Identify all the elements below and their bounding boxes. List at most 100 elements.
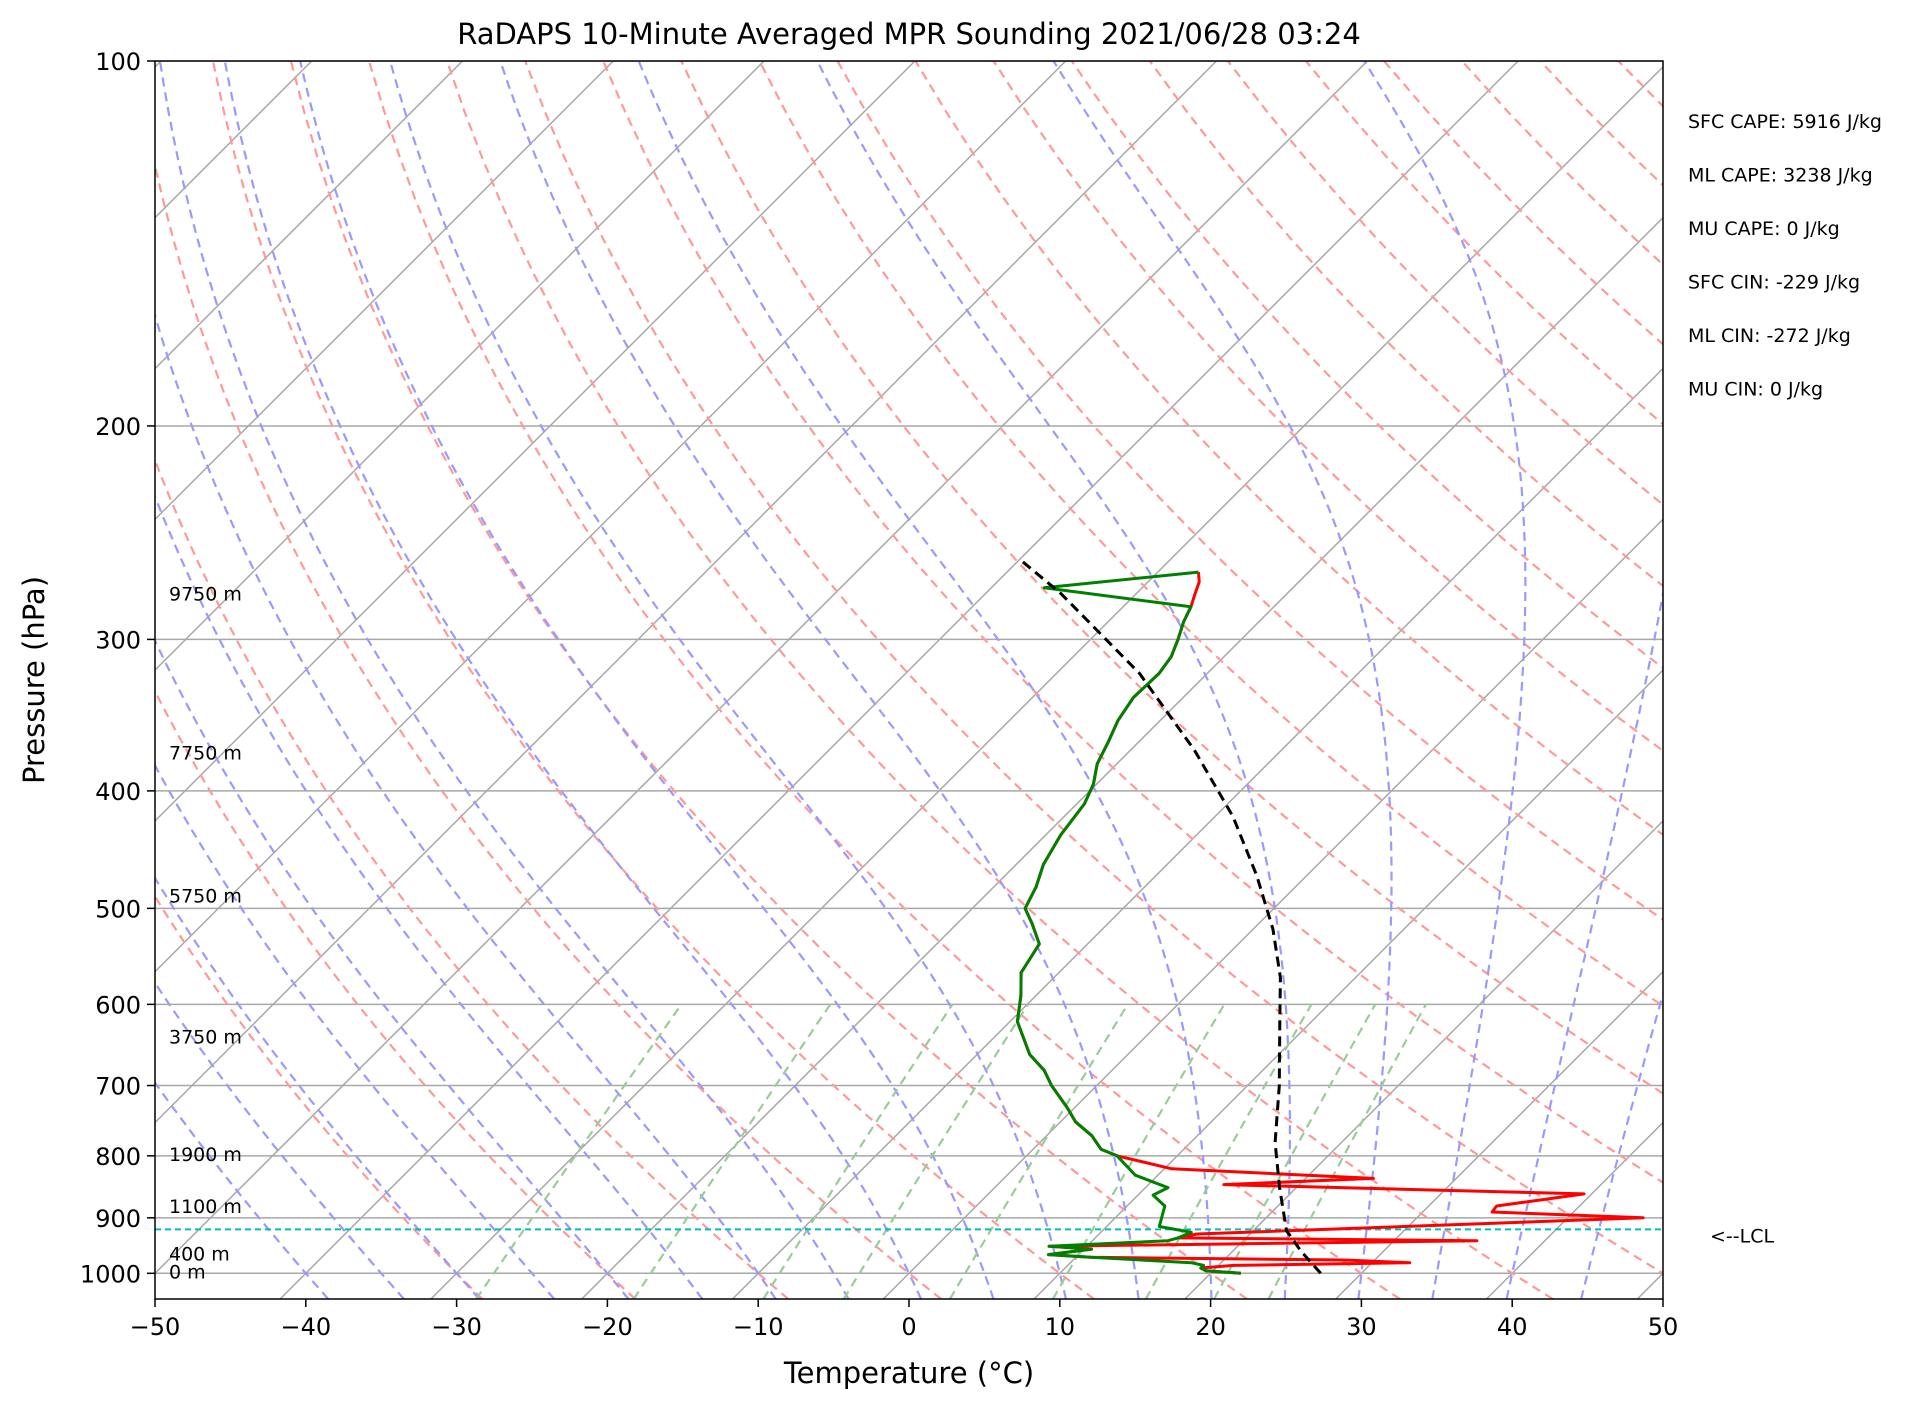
moist-adiabat-line: [499, 61, 1140, 1299]
height-label: 0 m: [169, 1262, 206, 1284]
x-tick-label: 10: [1045, 1313, 1076, 1341]
dry-adiabat-line: [1305, 61, 1663, 426]
mixing-ratio-line: [475, 1003, 683, 1299]
y-tick-label: 600: [95, 991, 141, 1019]
x-tick-label: −50: [130, 1313, 181, 1341]
x-tick-label: 20: [1195, 1313, 1226, 1341]
isotherm-gridline: [1485, 1121, 1663, 1299]
stat-text: MU CAPE: 0 J/kg: [1688, 218, 1840, 240]
moist-adiabat-line: [155, 763, 556, 1299]
moist-adiabat-line: [155, 311, 777, 1299]
moist-adiabat-line: [299, 61, 995, 1299]
dry-adiabat-line: [155, 161, 942, 1299]
stat-text: ML CAPE: 3238 J/kg: [1688, 165, 1873, 187]
stat-text: ML CIN: -272 J/kg: [1688, 325, 1851, 347]
dry-adiabat-line: [1461, 61, 1663, 267]
temperature-line: [1015, 571, 1645, 1275]
dry-adiabat-line: [602, 61, 1663, 1184]
y-tick-label: 700: [95, 1073, 141, 1101]
moist-adiabat-line: [1363, 61, 1527, 1299]
mixing-ratio-line: [632, 1003, 832, 1299]
isotherm-gridline: [155, 61, 614, 521]
plot-grid: [0, 61, 1663, 1299]
height-label: 9750 m: [169, 584, 242, 606]
dry-adiabat-line: [367, 61, 1401, 1299]
y-tick-label: 400: [95, 778, 141, 806]
height-label: 400 m: [169, 1243, 230, 1265]
moist-adiabat-line: [223, 61, 923, 1299]
height-label: 1900 m: [169, 1144, 242, 1166]
y-tick-label: 900: [95, 1205, 141, 1233]
moist-adiabat-line: [155, 638, 630, 1299]
x-tick-label: 50: [1648, 1313, 1679, 1341]
isotherm-gridline: [882, 518, 1663, 1299]
height-label: 5750 m: [169, 886, 242, 908]
x-tick-label: −20: [582, 1313, 633, 1341]
moist-adiabat-line: [816, 61, 1292, 1299]
plot-frame: [154, 60, 1664, 1300]
y-tick-label: 800: [95, 1143, 141, 1171]
lcl-label: <--LCL: [1710, 1225, 1774, 1247]
adiabat-lines: [155, 61, 1925, 1299]
dry-adiabat-line: [1539, 61, 1663, 187]
profile-lines: [155, 558, 1663, 1275]
mixing-ratio-line: [762, 1003, 954, 1299]
isotherm-gridline: [0, 61, 10, 1299]
height-label: 1100 m: [169, 1196, 242, 1218]
y-tick-label: 200: [95, 413, 141, 441]
isotherm-gridline: [155, 61, 1368, 1275]
moist-adiabat-line: [155, 493, 704, 1299]
isotherm-gridline: [155, 61, 1067, 973]
height-label: 3750 m: [169, 1027, 242, 1049]
y-axis-label: Pressure (hPa): [17, 576, 51, 784]
moist-adiabat-line: [389, 61, 1067, 1299]
moist-adiabat-line: [1052, 61, 1393, 1299]
y-tick-label: 500: [95, 895, 141, 923]
dewpoint-line: [1015, 570, 1241, 1275]
height-label: 7750 m: [169, 743, 242, 765]
dry-adiabat-line: [524, 61, 1663, 1275]
isotherm-gridline: [1033, 669, 1663, 1299]
x-tick-label: 40: [1497, 1313, 1528, 1341]
dry-adiabat-line: [836, 61, 1663, 921]
isotherm-gridline: [155, 61, 765, 672]
moist-adiabat-line: [1505, 588, 1663, 1299]
isotherm-gridline: [279, 61, 1519, 1299]
mixing-ratio-line: [1267, 1003, 1427, 1299]
chart-title: RaDAPS 10-Minute Averaged MPR Sounding 2…: [457, 17, 1361, 51]
parcel-path-line: [1019, 558, 1322, 1275]
dry-adiabat-line: [155, 688, 637, 1299]
stat-text: SFC CAPE: 5916 J/kg: [1688, 111, 1882, 133]
x-tick-label: −10: [733, 1313, 784, 1341]
isotherm-gridline: [731, 367, 1663, 1299]
side-labels: 9750 m 7750 m 5750 m 3750 m 1900 m 1100 m 400 …: [169, 111, 1882, 1284]
isotherm-gridline: [1636, 1272, 1663, 1299]
x-tick-label: −30: [431, 1313, 482, 1341]
moist-adiabat-line: [155, 875, 481, 1299]
dry-adiabat-line: [1696, 61, 1925, 1299]
isotherm-gridline: [1335, 970, 1663, 1299]
mixing-ratio-line: [1213, 1003, 1377, 1299]
x-tick-label: 30: [1346, 1313, 1377, 1341]
isotherm-gridline: [1184, 819, 1663, 1299]
y-tick-label: 300: [95, 626, 141, 654]
x-tick-label: 0: [901, 1313, 916, 1341]
dry-adiabat-line: [680, 61, 1663, 1095]
axis-ticks: −50 −40 −30 −20 −10 0 10 20 30 40 50 100 200 300 400 50…: [80, 48, 1678, 1341]
mixing-ratio-line: [842, 1003, 1029, 1299]
moist-adiabat-line: [155, 1080, 330, 1299]
isotherm-gridline: [155, 61, 1218, 1124]
mixing-ratio-line: [1051, 1003, 1226, 1299]
isotherm-gridline: [155, 61, 916, 822]
dry-adiabat-line: [211, 61, 1095, 1299]
moist-adiabat-line: [155, 981, 405, 1299]
dry-adiabat-line: [289, 61, 1248, 1299]
dry-adiabat-line: [1148, 61, 1663, 588]
dry-adiabat-line: [914, 61, 1663, 837]
x-axis-label: Temperature (°C): [783, 1356, 1034, 1390]
dry-adiabat-line: [446, 61, 1554, 1299]
mixing-ratio-line: [948, 1003, 1129, 1299]
dry-adiabat-line: [155, 894, 484, 1299]
isotherm-gridline: [581, 216, 1663, 1299]
